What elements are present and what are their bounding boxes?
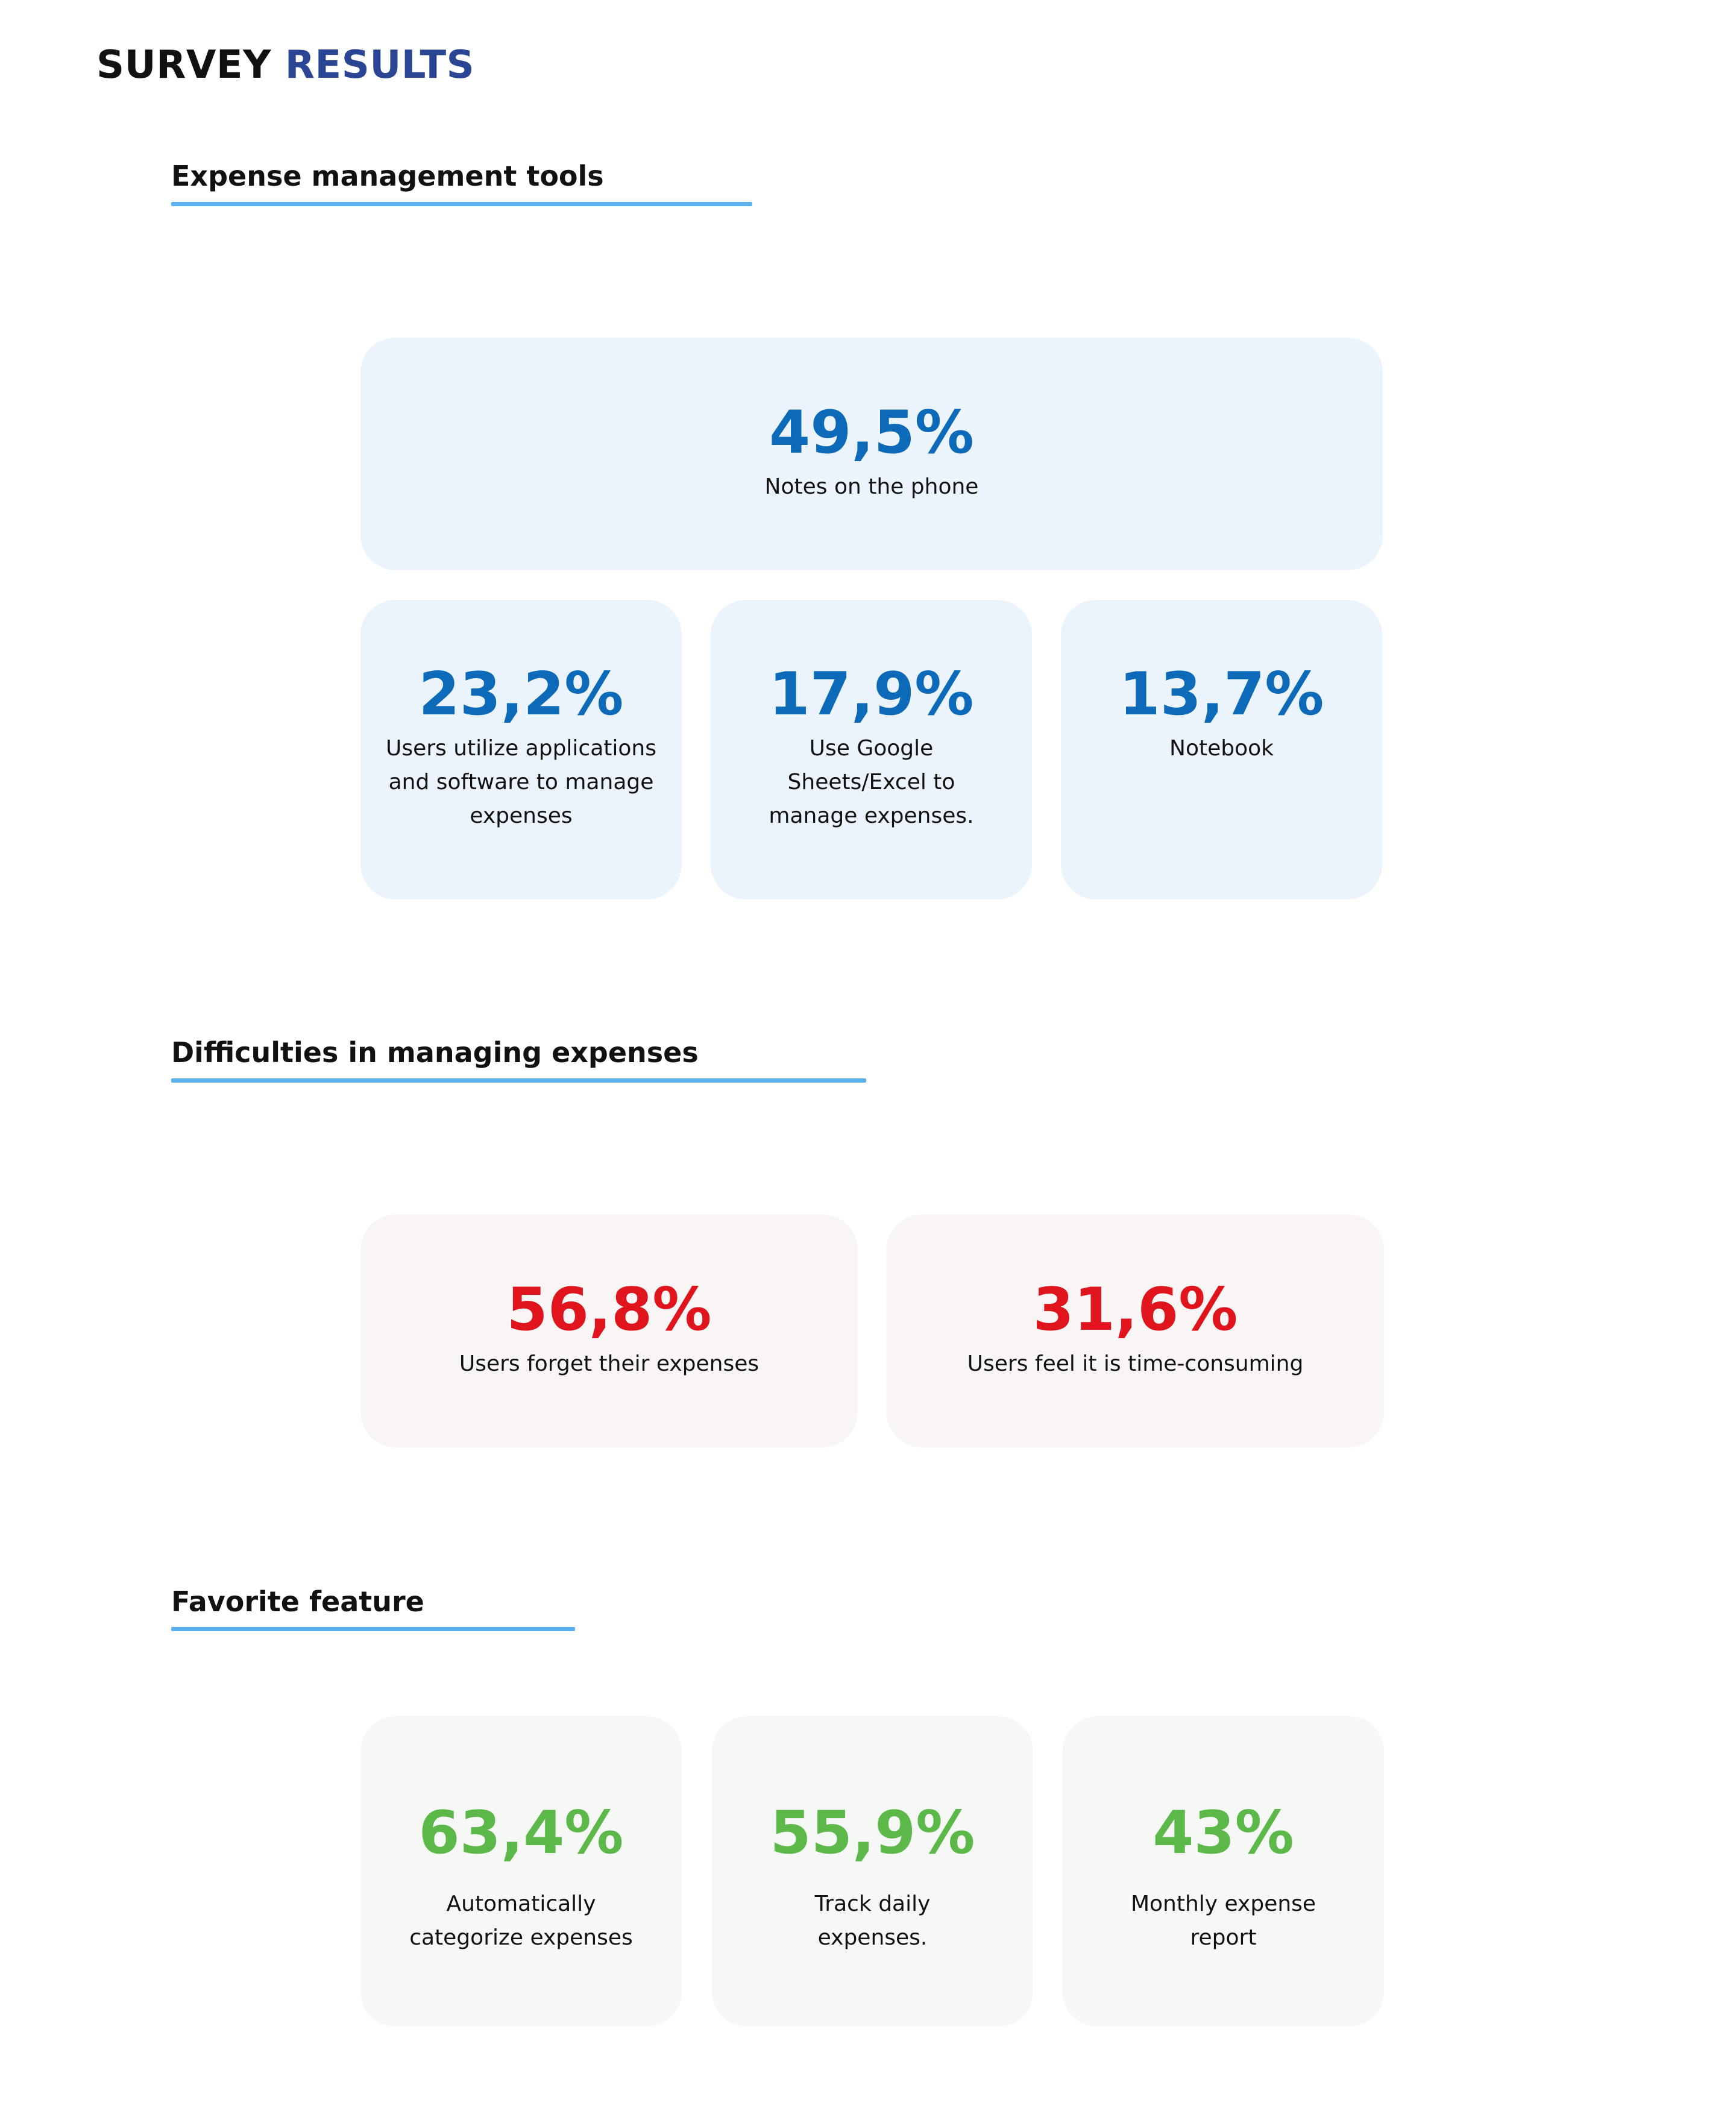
stat-value: 23,2% [418,660,624,729]
stat-value: 49,5% [769,398,974,467]
stat-value: 56,8% [506,1276,712,1344]
stat-label-line: Users utilize applications [385,736,656,761]
stat-label-line: and software to manage [388,770,654,794]
stat-label: Monthly expense report [1131,1887,1316,1955]
stat-card-apps-software: 23,2% Users utilize applications and sof… [360,600,682,899]
section-underline-tools [171,202,752,206]
stat-label: Users feel it is time-consuming [967,1351,1304,1376]
stat-label-line: expenses. [817,1925,928,1950]
stat-card-auto-categorize: 63,4% Automatically categorize expenses [360,1716,682,2027]
stat-card-track-daily: 55,9% Track daily expenses. [712,1716,1033,2027]
stat-label-line: report [1190,1925,1257,1950]
section-underline-features [171,1627,575,1631]
stat-label: Users forget their expenses [459,1351,760,1376]
stat-value: 43% [1153,1799,1294,1867]
page-title-part1: SURVEY [96,43,271,87]
stat-label-line: Sheets/Excel to [787,770,955,794]
stat-value: 13,7% [1119,660,1324,729]
section-title-features: Favorite feature [171,1585,424,1618]
stat-label-line: Monthly expense [1130,1892,1316,1916]
stat-label-line: categorize expenses [409,1925,633,1950]
stat-card-sheets-excel: 17,9% Use Google Sheets/Excel to manage … [711,600,1032,899]
stat-value: 55,9% [770,1799,975,1867]
section-title-tools: Expense management tools [171,160,604,192]
stat-label: Use Google Sheets/Excel to manage expens… [769,732,973,833]
stat-label-line: Automatically [446,1892,596,1916]
stat-label-line: Track daily [814,1892,931,1916]
stat-card-monthly-report: 43% Monthly expense report [1063,1716,1384,2027]
stat-card-forget-expenses: 56,8% Users forget their expenses [360,1215,858,1447]
stat-label: Automatically categorize expenses [409,1887,633,1955]
stat-value: 31,6% [1033,1276,1238,1344]
stat-label: Notes on the phone [764,474,979,499]
stat-label-line: Use Google [809,736,934,761]
stat-value: 63,4% [418,1799,624,1867]
stat-label: Users utilize applications and software … [386,732,656,833]
page-title: SURVEY RESULTS [96,41,474,89]
stat-label-line: expenses [470,804,573,828]
section-title-difficulties: Difficulties in managing expenses [171,1036,699,1069]
page-title-part2: RESULTS [285,43,475,87]
stat-label: Track daily expenses. [815,1887,931,1955]
stat-value: 17,9% [769,660,974,729]
stat-card-notebook: 13,7% Notebook [1061,600,1382,899]
stat-label: Notebook [1169,736,1274,761]
stat-card-notes-phone: 49,5% Notes on the phone [360,338,1383,570]
stat-label-line: manage expenses. [769,804,974,828]
section-underline-difficulties [171,1078,866,1083]
stat-card-time-consuming: 31,6% Users feel it is time-consuming [887,1215,1384,1447]
